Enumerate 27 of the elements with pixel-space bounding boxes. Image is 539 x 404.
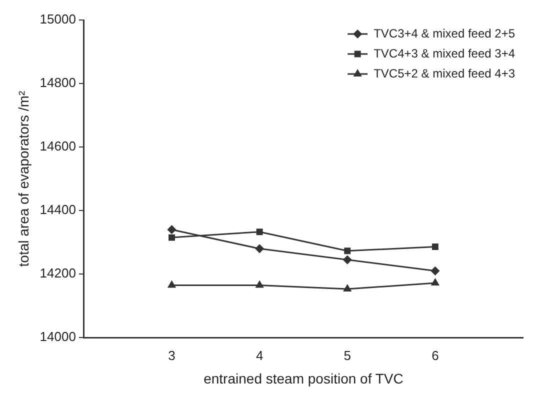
point (343, 256, 352, 264)
point (256, 280, 264, 288)
point (344, 248, 351, 254)
x-tick-label: 4 (256, 348, 264, 363)
point (432, 244, 438, 250)
legend-label: TVC4+3 & mixed feed 3+4 (374, 46, 516, 60)
legend-label: TVC5+2 & mixed feed 4+3 (374, 66, 516, 80)
point (256, 228, 263, 236)
y-tick-label: 14800 (40, 75, 76, 90)
x-tick-label: 6 (432, 348, 439, 363)
point (168, 280, 176, 288)
y-tick-label: 14200 (40, 266, 76, 281)
point (255, 244, 264, 253)
legend-label: TVC3+4 & mixed feed 2+5 (374, 26, 516, 40)
point (168, 225, 176, 234)
x-tick-label: 3 (168, 348, 176, 363)
y-tick-label: 14600 (40, 138, 76, 154)
x-tick-label: 5 (344, 348, 351, 363)
point (344, 284, 352, 292)
x-axis-title: entrained steam position of TVC (204, 370, 404, 386)
y-axis-title: total area of evaporators /m² (15, 90, 32, 267)
point (168, 234, 175, 241)
y-tick-label: 14000 (40, 329, 76, 344)
point (431, 278, 439, 286)
point (430, 266, 440, 276)
y-tick-label: 15000 (40, 12, 76, 27)
y-tick-label: 14400 (40, 202, 76, 218)
